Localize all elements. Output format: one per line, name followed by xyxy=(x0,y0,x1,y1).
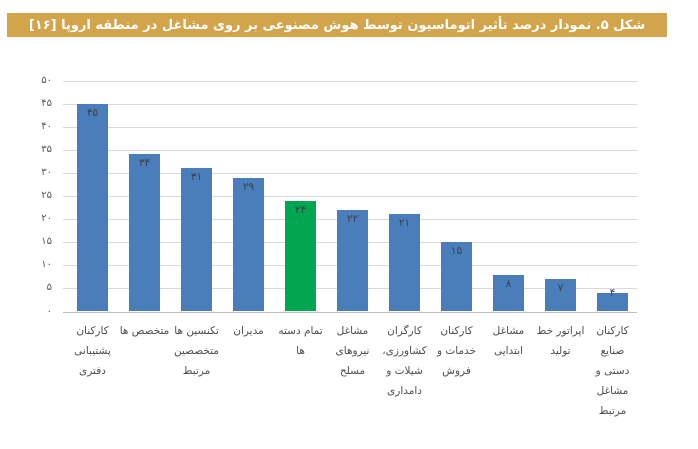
y-tick-label: ۵ xyxy=(46,282,52,294)
category-label-line: مشاغل xyxy=(492,325,525,337)
bar xyxy=(337,209,368,312)
category-label-line: تولید xyxy=(550,345,571,357)
category-label-line: صنایع xyxy=(600,345,625,357)
bar-value-label: ۳۱ xyxy=(190,171,203,184)
category-label: مشاغل نیروهای مسلح xyxy=(324,321,382,381)
category-label-line: کارکنان xyxy=(76,325,109,337)
category-label: اپراتور خط تولید xyxy=(532,321,590,361)
category-label-line: نیروهای xyxy=(335,345,370,357)
category-label-line: کارکنان xyxy=(440,325,473,337)
bar xyxy=(597,293,628,312)
y-tick-label: ۳۵ xyxy=(41,143,52,155)
category-label-line: کشاورزی، xyxy=(382,345,427,357)
category-label: تکنسین ها متخصصین مرتبط xyxy=(168,321,226,381)
category-label-line: مشاغل xyxy=(336,325,369,337)
category-label-line: مشاغل xyxy=(596,385,629,397)
y-tick-label: ۲۰ xyxy=(41,213,52,225)
bar-value-label: ۲۲ xyxy=(346,212,359,225)
category-label-line: ها xyxy=(296,345,305,357)
bar xyxy=(441,242,472,312)
bar-highlighted xyxy=(285,200,316,312)
bar xyxy=(545,279,576,312)
y-tick-label: ۴۰ xyxy=(41,120,52,132)
y-tick-label: ۱۰ xyxy=(41,259,52,271)
x-axis-line xyxy=(63,311,637,313)
category-label-line: ابتدایی xyxy=(493,345,524,357)
category-label: کارگران کشاورزی، شیلات و دامداری xyxy=(376,321,434,401)
bar xyxy=(493,274,524,312)
y-tick-label: ۴۵ xyxy=(41,97,52,109)
bar-value-label: ۷ xyxy=(557,282,564,295)
bar-value-label: ۲۴ xyxy=(294,203,307,216)
category-label-line: پشتیبانی xyxy=(74,345,111,357)
category-label-line: کارکنان xyxy=(596,325,629,337)
category-label: کارکنان صنایع دستی و مشاغل مرتبط xyxy=(584,321,642,421)
category-label-line: دفتری xyxy=(79,365,106,377)
bar-value-label: ۱۵ xyxy=(450,245,463,258)
category-label: متخصص ها xyxy=(116,321,174,341)
category-label-line: اپراتور خط xyxy=(536,325,585,337)
figure-title: شکل ۵. نمودار درصد تأثیر اتوماسیون توسط … xyxy=(28,17,646,33)
bar-value-label: ۸ xyxy=(505,277,512,290)
category-label-line: تکنسین ها xyxy=(174,325,219,337)
gridline xyxy=(63,103,637,105)
category-label-line: مدیران xyxy=(233,325,264,337)
category-label-line: مرتبط xyxy=(598,405,627,417)
gridline xyxy=(63,196,637,197)
y-tick-label: ۲۵ xyxy=(41,190,52,201)
category-label: کارکنان خدمات و فروش xyxy=(428,321,486,381)
gridline xyxy=(63,80,637,82)
category-label-line: کارگران xyxy=(387,325,422,337)
bar-value-label: ۲۹ xyxy=(242,180,255,193)
category-label: تمام دسته ها xyxy=(272,321,330,361)
bar xyxy=(233,177,264,312)
figure-title-bar: شکل ۵. نمودار درصد تأثیر اتوماسیون توسط … xyxy=(7,13,667,37)
category-label-line: شیلات و xyxy=(386,365,423,377)
gridline xyxy=(63,172,637,174)
category-label: مدیران xyxy=(220,321,278,341)
bar xyxy=(389,214,420,312)
gridline xyxy=(63,149,637,151)
category-label-line: متخصصین xyxy=(174,345,219,357)
y-tick-label: ۵۰ xyxy=(41,74,52,86)
category-label-line: مرتبط xyxy=(182,365,211,377)
category-label-line: مسلح xyxy=(339,365,366,377)
category-label-line: متخصص ها xyxy=(119,325,170,337)
category-label-line: فروش xyxy=(442,365,471,377)
category-label: مشاغل ابتدایی xyxy=(480,321,538,361)
y-tick-label: ۳۰ xyxy=(41,166,52,178)
category-label: کارکنان پشتیبانی دفتری xyxy=(64,321,122,381)
category-label-line: تمام دسته xyxy=(278,325,323,337)
category-label-line: خدمات و xyxy=(436,345,477,357)
bar xyxy=(129,154,160,312)
y-tick-label: ۰ xyxy=(46,305,52,317)
gridline xyxy=(63,126,637,128)
bar xyxy=(77,103,108,312)
category-label-line: دامداری xyxy=(387,385,422,397)
bar xyxy=(181,168,212,312)
bar-value-label: ۳۴ xyxy=(138,157,151,170)
bar-value-label: ۴ xyxy=(609,287,616,300)
bar-value-label: ۴۵ xyxy=(86,106,99,119)
bar-value-label: ۲۱ xyxy=(398,217,411,230)
category-label-line: دستی و xyxy=(595,365,630,377)
y-tick-label: ۱۵ xyxy=(41,236,52,248)
